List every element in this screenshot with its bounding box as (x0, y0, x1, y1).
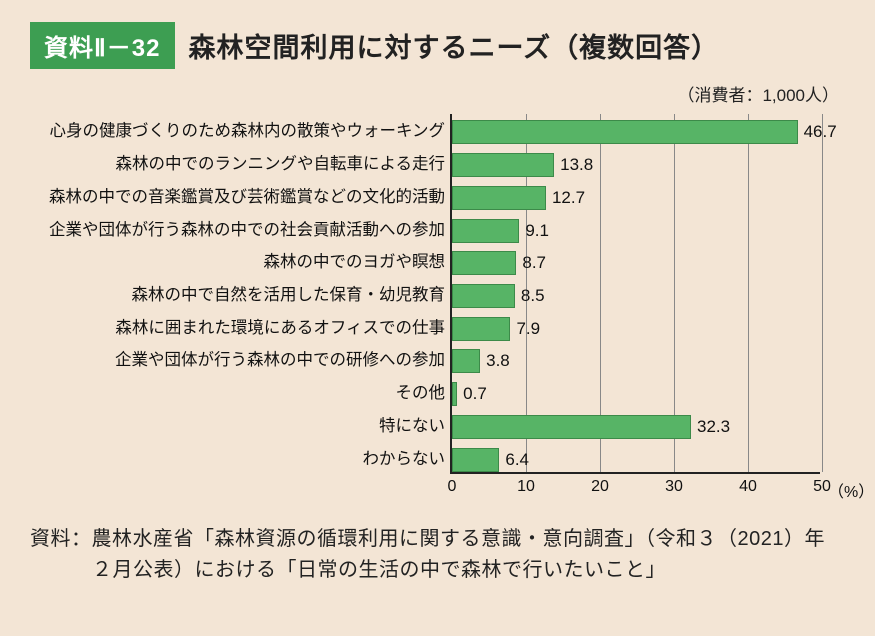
x-axis-tick: 30 (665, 478, 683, 496)
bar (452, 186, 546, 210)
bar-label: 森林の中で自然を活用した保育・幼児教育 (25, 287, 445, 304)
bar-value: 13.8 (560, 153, 593, 177)
bar-label: 企業や団体が行う森林の中での社会貢献活動への参加 (25, 222, 445, 239)
bar-label: 心身の健康づくりのため森林内の散策やウォーキング (25, 123, 445, 140)
bar-label: 森林の中でのランニングや自転車による走行 (25, 156, 445, 173)
header: 資料Ⅱ－32 森林空間利用に対するニーズ（複数回答） (30, 22, 845, 69)
bar-label: 森林に囲まれた環境にあるオフィスでの仕事 (25, 320, 445, 337)
figure-badge: 資料Ⅱ－32 (30, 22, 175, 69)
bar (452, 284, 515, 308)
bar (452, 349, 480, 373)
figure-title: 森林空間利用に対するニーズ（複数回答） (189, 26, 720, 65)
bar-label: その他 (25, 385, 445, 402)
bar-value: 7.9 (516, 317, 540, 341)
x-axis-tick: 20 (591, 478, 609, 496)
bar-value: 46.7 (804, 120, 837, 144)
bar-value: 8.7 (522, 251, 546, 275)
x-axis-tick: 40 (739, 478, 757, 496)
bar-label: わからない (25, 451, 445, 468)
bar (452, 415, 691, 439)
bar (452, 382, 457, 406)
bar-value: 32.3 (697, 415, 730, 439)
x-axis-tick: 10 (517, 478, 535, 496)
bar-label: 特にない (25, 418, 445, 435)
bar-value: 3.8 (486, 349, 510, 373)
bar-label: 森林の中での音楽鑑賞及び芸術鑑賞などの文化的活動 (25, 189, 445, 206)
bar (452, 120, 798, 144)
bar (452, 317, 510, 341)
bar-value: 12.7 (552, 186, 585, 210)
bar-label: 企業や団体が行う森林の中での研修への参加 (25, 352, 445, 369)
grid-line (748, 114, 749, 472)
bar-label: 森林の中でのヨガや瞑想 (25, 254, 445, 271)
bar-value: 9.1 (525, 219, 549, 243)
bar (452, 251, 516, 275)
bar-value: 0.7 (463, 382, 487, 406)
x-axis-unit: （%） (828, 478, 874, 502)
figure-subtitle: （消費者：1,000人） (30, 81, 839, 106)
bar (452, 153, 554, 177)
source-citation: 資料：農林水産省「森林資源の循環利用に関する意識・意向調査」（令和３（2021）… (30, 524, 845, 586)
grid-line (822, 114, 823, 472)
bar-value: 6.4 (505, 448, 529, 472)
bar (452, 448, 499, 472)
x-axis-tick: 0 (448, 478, 457, 496)
bar-value: 8.5 (521, 284, 545, 308)
bar-chart: 01020304050（%）心身の健康づくりのため森林内の散策やウォーキング46… (30, 108, 845, 502)
bar (452, 219, 519, 243)
